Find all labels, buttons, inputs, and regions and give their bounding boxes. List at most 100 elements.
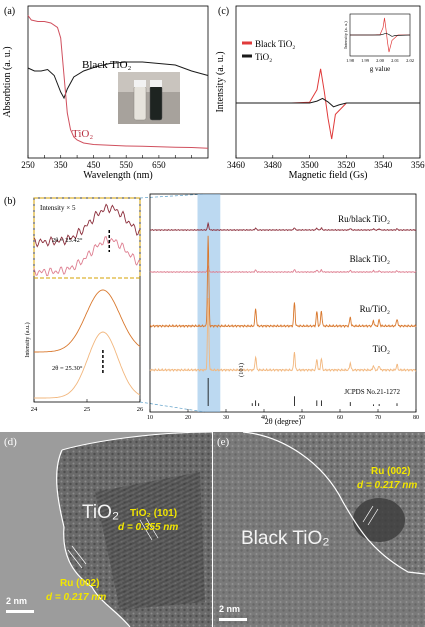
zoom-series-line-2 (34, 289, 141, 353)
panel-e-label: (e) (217, 436, 230, 448)
x-tick-label: 10 (147, 415, 153, 421)
x-tick-label: 80 (413, 415, 419, 421)
series-line-1 (27, 15, 209, 149)
zoom-series-line-3 (34, 331, 141, 399)
x-tick-label: 20 (185, 415, 191, 421)
ylabel-b-zoom: Intensity (a.u.) (24, 322, 31, 357)
chart-c-epr: (c) 346034803500352035403560 Black TiO₂ … (215, 5, 425, 181)
ylabel-c: Intensity (a. u.) (215, 51, 226, 112)
series-line-2 (149, 235, 417, 328)
x-tick-label: 550 (119, 160, 133, 170)
series-label-black-tio2: Black TiO₂ (350, 254, 390, 264)
series-line-3 (149, 297, 417, 372)
inset-x-tick-label: 2.02 (406, 58, 414, 63)
legend-label-black: Black TiO₂ (255, 39, 295, 49)
x-tick-label: 24 (31, 406, 38, 413)
inset-series-line-1 (350, 32, 411, 37)
chart-b-marks: 10 20 30 40 50 60 70 80 (147, 194, 419, 421)
plot-frame-a (27, 5, 209, 159)
tem-image-e: (e) Black TiO₂ Ru (002) d = 0.217 nm 2 n… (213, 432, 425, 627)
inset-x-tick-label: 1.99 (361, 58, 370, 63)
peak-label-101: (101) (238, 363, 245, 377)
ylabel-a: Absorbtion (a. u.) (2, 46, 13, 117)
particle-boundary-d (56, 449, 131, 627)
tem-d-scale-label: 2 nm (6, 596, 28, 606)
chart-b-xrd: (b) 24 25 26 Intensity × 5 2θ = 25.42° 2θ … (4, 193, 419, 426)
x-tick-label: 25 (84, 406, 91, 413)
plot-frame-b (149, 193, 417, 413)
x-tick-label: 50 (299, 415, 305, 421)
ru-particle-e (353, 498, 405, 542)
chart-c-marks: 3460 3480 3500 3520 3540 3560 (227, 68, 425, 170)
x-tick-label: 60 (337, 415, 343, 421)
tem-e-scale-label: 2 nm (219, 604, 241, 614)
series-line-0 (27, 61, 209, 100)
particle-boundary-e (242, 432, 425, 575)
series-line-0 (149, 221, 416, 232)
series-label-tio2: TiO₂ (373, 344, 390, 354)
jcpds-label: JCPDS No.21-1272 (344, 388, 400, 396)
tem-d-fringe2-line2: d = 0.217 nm (46, 592, 107, 603)
series-label-ru-black: Ru/black TiO₂ (338, 214, 390, 224)
panel-b-label: (b) (4, 196, 16, 207)
panel-c-label: (c) (218, 6, 229, 17)
x-tick-label: 3500 (301, 160, 320, 170)
x-tick-label: 3520 (337, 160, 356, 170)
inset-xlabel-c: g value (370, 65, 390, 73)
panel-a: (a) 250 350 450 550 650 Black TiO₂ TiO₂ Wave… (0, 0, 212, 182)
x-tick-label: 3540 (374, 160, 393, 170)
tem-e-fringe1-line2: d = 0.217 nm (357, 480, 418, 491)
intensity-x5-label: Intensity × 5 (40, 204, 76, 212)
zoom-connector-bottom (139, 401, 206, 413)
chart-a-marks: 250 350 450 550 650 (21, 15, 209, 170)
tem-d-fringe1-line1: TiO₂ (101) (130, 508, 178, 519)
tem-d-region-label: TiO₂ (82, 502, 120, 523)
x-tick-label: 3560 (411, 160, 425, 170)
chart-a-uvvis: (a) 250 350 450 550 650 Black TiO₂ TiO₂ Wave… (2, 5, 209, 181)
tem-d-graphic (0, 432, 212, 627)
panel-b: (b) 24 25 26 Intensity × 5 2θ = 25.42° 2θ … (0, 190, 425, 426)
vial-photo (118, 72, 180, 124)
x-tick-label: 26 (137, 406, 144, 413)
xlabel-a: Wavelength (nm) (83, 170, 152, 181)
series-line-1 (149, 265, 417, 274)
series-label-black: Black TiO₂ (82, 59, 132, 71)
xlabel-c: Magnetic field (Gs) (289, 170, 368, 181)
series-label-ru-tio2: Ru/TiO₂ (360, 304, 390, 314)
chart-c-inset-marks: 1.98 1.99 2.00 2.01 2.02 (346, 17, 414, 63)
panel-d-label: (d) (4, 436, 17, 448)
legend-label-white: TiO₂ (255, 52, 272, 62)
x-tick-label: 350 (54, 160, 68, 170)
series-line-0 (236, 68, 420, 140)
panel-c: (c) 346034803500352035403560 Black TiO₂ … (212, 0, 425, 182)
x-tick-label: 450 (87, 160, 101, 170)
plot-frame-c (235, 5, 421, 159)
tem-e-region-label: Black TiO₂ (241, 528, 330, 549)
zoom-series-line-1 (33, 236, 141, 277)
xlabel-b: 2θ (degree) (265, 417, 302, 426)
scale-bar-d (6, 610, 34, 613)
zoom-series-line-0 (33, 203, 141, 248)
series-line-1 (236, 97, 420, 108)
inset-x-tick-label: 2.01 (391, 58, 399, 63)
annotation-lower: 2θ = 25.30° (52, 365, 83, 372)
x-tick-label: 40 (261, 415, 267, 421)
zoom-frame (33, 197, 141, 403)
zoom-connector-top (139, 193, 206, 199)
series-label-white: TiO₂ (72, 128, 93, 140)
inset-x-tick-label: 2.00 (376, 58, 385, 63)
tem-e-fringe1-line1: Ru (002) (371, 466, 411, 477)
tem-e-graphic (213, 432, 425, 627)
annotation-upper: 2θ = 25.42° (52, 237, 83, 244)
chart-b-zoom-marks: 24 25 26 (31, 203, 144, 413)
tem-image-d: (d) TiO₂ TiO₂ (101) d = 0.355 nm Ru (002… (0, 432, 212, 627)
scale-bar-e (219, 618, 247, 621)
tem-d-fringe2-line1: Ru (002) (60, 578, 100, 589)
tem-d-fringe1-line2: d = 0.355 nm (118, 522, 179, 533)
inset-x-tick-label: 1.98 (346, 58, 355, 63)
x-tick-label: 3460 (227, 160, 246, 170)
panel-a-label: (a) (4, 6, 15, 17)
x-tick-label: 250 (21, 160, 35, 170)
x-tick-label: 650 (152, 160, 166, 170)
inset-ylabel-c: Intensity (a. u.) (343, 21, 348, 49)
